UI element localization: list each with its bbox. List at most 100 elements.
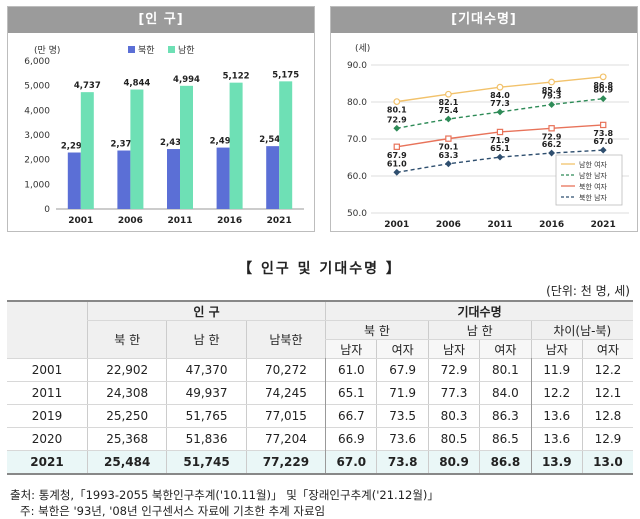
y-tick-label: 4,000 — [24, 106, 50, 116]
row-total: 74,245 — [245, 381, 326, 405]
row-south: 51,836 — [166, 427, 247, 451]
bar-value-label: 4,844 — [123, 79, 150, 89]
population-chart-panel: [인 구] (만 명) 0 1,000 2,000 3,000 4,000 5,000 6,0… — [7, 6, 315, 232]
row-south-male: 72.9 — [427, 358, 480, 382]
row-north-female: 73.5 — [376, 404, 429, 428]
y-tick-label: 0 — [44, 205, 50, 215]
y-tick-label: 3,000 — [24, 131, 50, 141]
data-label: 79.3 — [542, 92, 562, 101]
row-south-male: 77.3 — [427, 381, 480, 405]
x-tick-label: 2001 — [68, 216, 93, 226]
south-pop-header: 남 한 — [166, 320, 247, 359]
data-label: 75.4 — [439, 106, 459, 115]
legend-swatch — [168, 46, 175, 53]
x-tick-label: 2006 — [118, 216, 143, 226]
row-north-male: 66.9 — [325, 427, 377, 451]
diff-female-header: 여자 — [581, 339, 633, 359]
table-row-highlight: 2021 25,484 51,745 77,229 67.0 73.8 80.9… — [7, 450, 633, 475]
row-north: 22,902 — [86, 358, 167, 382]
row-south: 47,370 — [166, 358, 247, 382]
row-total: 70,272 — [245, 358, 326, 382]
row-south: 51,745 — [166, 450, 247, 475]
table-row: 2011 24,308 49,937 74,245 65.1 71.9 77.3… — [7, 381, 633, 405]
bar — [216, 147, 230, 209]
bar — [180, 85, 193, 209]
data-label: 67.9 — [387, 151, 407, 160]
north-pop-header: 북 한 — [86, 320, 167, 359]
population-life-table: 인 구 기대수명 북 한 남 한 남북한 북 한 남 한 차이(남-북) 남자 … — [7, 300, 633, 475]
row-diff-male: 13.6 — [530, 427, 583, 451]
y-tick-label: 1,000 — [24, 180, 50, 190]
legend-label: 남한 남자 — [579, 171, 608, 180]
y-tick-label: 60.0 — [347, 172, 367, 182]
x-tick-label: 2021 — [591, 220, 616, 230]
row-south: 49,937 — [166, 381, 247, 405]
data-point — [393, 124, 401, 132]
x-tick-label: 2016 — [539, 220, 564, 230]
row-south-female: 80.1 — [479, 358, 532, 382]
y-tick-label: 6,000 — [24, 57, 50, 67]
row-total: 77,015 — [245, 404, 326, 428]
data-label: 61.0 — [387, 159, 407, 168]
row-diff-male: 12.2 — [530, 381, 583, 405]
y-tick-label: 80.0 — [347, 98, 367, 108]
legend-label: 남한 — [178, 45, 195, 56]
row-north: 25,484 — [86, 450, 167, 475]
bar-value-label: 4,737 — [74, 81, 101, 91]
bar-value-label: 5,175 — [272, 70, 299, 80]
life-expectancy-chart: (세) 50.0 60.0 70.0 80.0 90.0 2001 2006 2011 2016 2… — [347, 43, 629, 230]
data-label: 80.1 — [387, 106, 407, 115]
data-point — [393, 143, 401, 150]
year-header-cell — [7, 300, 88, 359]
bar-value-label: 2,490 — [210, 137, 237, 147]
y-tick-label: 2,000 — [24, 156, 50, 166]
data-point — [548, 101, 555, 108]
data-point — [599, 73, 607, 81]
row-diff-male: 11.9 — [530, 358, 583, 382]
legend-label: 북한 남자 — [579, 193, 608, 202]
row-diff-female: 12.9 — [581, 427, 633, 451]
data-label: 80.9 — [593, 86, 613, 95]
bar — [266, 146, 280, 209]
row-south-female: 86.5 — [479, 427, 532, 451]
south-male-header: 남자 — [427, 339, 480, 359]
data-label: 71.9 — [490, 136, 510, 145]
table-row: 2019 25,250 51,765 77,015 66.7 73.5 80.3… — [7, 404, 633, 428]
data-label: 65.1 — [490, 144, 510, 153]
data-label: 66.2 — [542, 140, 562, 149]
le-north-header: 북 한 — [325, 320, 429, 340]
total-pop-header: 남북한 — [245, 320, 326, 359]
row-south-male: 80.9 — [427, 450, 480, 475]
row-diff-male: 13.6 — [530, 404, 583, 428]
bar — [67, 152, 81, 209]
row-total: 77,204 — [245, 427, 326, 451]
data-point — [445, 135, 452, 142]
x-tick-label: 2016 — [217, 216, 242, 226]
data-label: 85.4 — [542, 86, 562, 95]
data-point — [600, 121, 607, 129]
life-expectancy-chart-panel: [기대수명] (세) 50.0 60.0 70.0 80.0 90.0 2001 2006 20… — [330, 6, 638, 232]
footnote: 주: 북한은 '93년, '08년 인구센서스 자료에 기초한 추계 자료임 — [20, 504, 326, 518]
row-north-male: 61.0 — [325, 358, 377, 382]
row-year: 2001 — [7, 358, 88, 382]
north-female-header: 여자 — [376, 339, 429, 359]
row-diff-female: 12.1 — [581, 381, 633, 405]
population-chart: (만 명) 0 1,000 2,000 3,000 4,000 5,000 6,000 북한 남한… — [24, 45, 304, 226]
life-expectancy-chart-title: [기대수명] — [331, 7, 637, 33]
data-point — [496, 108, 504, 116]
row-north-male: 66.7 — [325, 404, 377, 428]
south-female-header: 여자 — [479, 339, 532, 359]
legend-label: 남한 여자 — [579, 160, 608, 169]
life-expectancy-group-header: 기대수명 — [325, 300, 633, 321]
bar — [279, 81, 293, 209]
data-point — [445, 160, 452, 168]
data-label: 77.3 — [490, 99, 510, 108]
x-tick-label: 2011 — [167, 216, 192, 226]
table-title: 【 인구 및 기대수명 】 — [238, 261, 402, 277]
x-tick-label: 2021 — [267, 216, 292, 226]
row-north-male: 65.1 — [325, 381, 377, 405]
table-row: 2001 22,902 47,370 70,272 61.0 67.9 72.9… — [7, 358, 633, 382]
source-note: 출처: 통계청,「1993-2055 북한인구추계('10.11월)」 및「장래… — [10, 488, 439, 502]
bar-value-label: 2,431 — [160, 138, 187, 148]
bar — [130, 89, 144, 209]
